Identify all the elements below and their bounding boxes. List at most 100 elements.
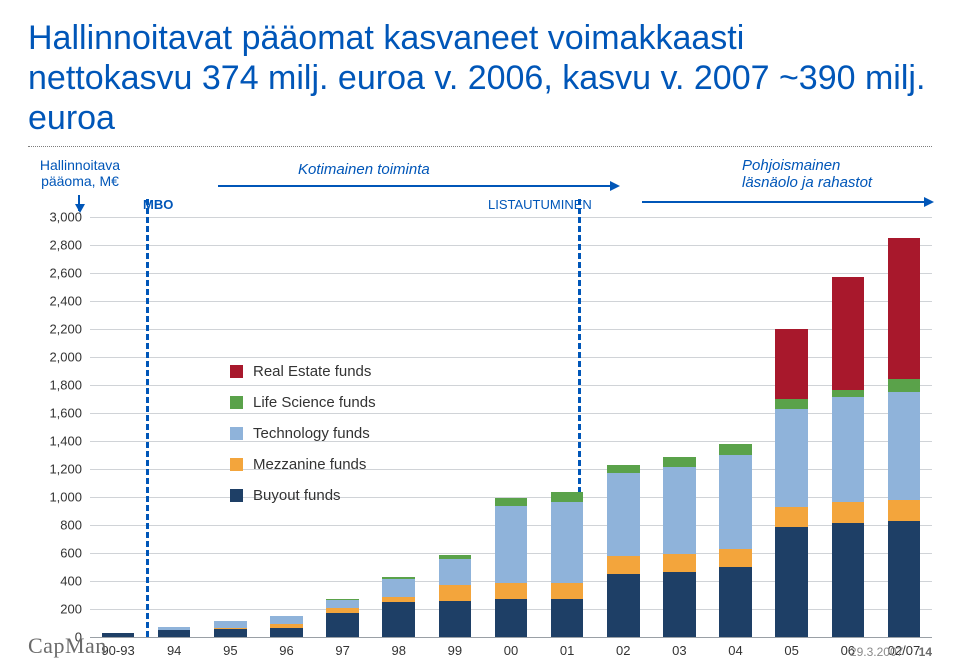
legend-label: Technology funds: [253, 425, 370, 442]
legend-swatch: [230, 396, 243, 409]
pohjoismainen-l2: läsnäolo ja rahastot: [742, 174, 872, 191]
bar-segment-life: [663, 457, 696, 468]
bar-segment-mezzanine: [663, 554, 696, 572]
legend-label: Buyout funds: [253, 487, 341, 504]
bar-segment-life: [551, 492, 584, 502]
chart: 3,0002,8002,6002,4002,2002,0001,8001,600…: [28, 217, 932, 671]
bar: [719, 444, 752, 637]
grid-line: [90, 245, 932, 246]
ytick: 1,800: [49, 378, 82, 393]
bar-segment-buyout: [663, 572, 696, 637]
kotimainen-label: Kotimainen toiminta: [298, 161, 430, 178]
legend-label: Mezzanine funds: [253, 456, 366, 473]
ytick: 2,600: [49, 266, 82, 281]
bar-segment-mezzanine: [495, 583, 528, 599]
bar-segment-life: [495, 498, 528, 506]
bar: [326, 599, 359, 637]
legend-swatch: [230, 427, 243, 440]
legend: Real Estate funds Life Science funds Techn…: [230, 363, 376, 518]
bar-segment-technology: [495, 506, 528, 583]
bar-segment-mezzanine: [832, 502, 865, 522]
bar-segment-technology: [326, 600, 359, 608]
bar-segment-technology: [719, 455, 752, 550]
kotimainen-arrow: [218, 185, 618, 187]
listauto-label: LISTAUTUMINEN: [488, 197, 592, 212]
page-number: 14: [919, 645, 932, 659]
yaxis-title: Hallinnoitava pääoma, M€: [28, 157, 132, 189]
yaxis-title-l1: Hallinnoitava: [40, 157, 120, 173]
bar-segment-mezzanine: [551, 583, 584, 599]
pohjoismainen-label: Pohjoismainen läsnäolo ja rahastot: [742, 157, 932, 191]
legend-item: Life Science funds: [230, 394, 376, 411]
chart-header: Hallinnoitava pääoma, M€ MBO Kotimainen …: [28, 157, 932, 211]
ytick: 3,000: [49, 210, 82, 225]
ytick: 2,800: [49, 238, 82, 253]
bar-segment-mezzanine: [888, 500, 921, 521]
legend-item: Real Estate funds: [230, 363, 376, 380]
ytick: 1,200: [49, 462, 82, 477]
legend-item: Buyout funds: [230, 487, 376, 504]
title-line2: nettokasvu 374 milj. euroa v. 2006, kasv…: [28, 59, 925, 137]
bar: [775, 329, 808, 637]
plot-area: [90, 217, 932, 638]
slide: Hallinnoitavat pääomat kasvaneet voimakk…: [0, 0, 960, 671]
ytick: 1,000: [49, 490, 82, 505]
bar-segment-life: [775, 399, 808, 409]
ytick: 2,200: [49, 322, 82, 337]
bar-segment-technology: [607, 473, 640, 556]
legend-swatch: [230, 458, 243, 471]
legend-label: Real Estate funds: [253, 363, 371, 380]
legend-label: Life Science funds: [253, 394, 376, 411]
ytick: 2,400: [49, 294, 82, 309]
bar: [495, 498, 528, 637]
logo: CapMan: [28, 633, 107, 659]
legend-swatch: [230, 365, 243, 378]
bar-segment-life: [719, 444, 752, 455]
bar-segment-technology: [775, 409, 808, 507]
bar-segment-technology: [832, 397, 865, 502]
bar-segment-technology: [439, 559, 472, 585]
legend-item: Mezzanine funds: [230, 456, 376, 473]
title-line1: Hallinnoitavat pääomat kasvaneet voimakk…: [28, 19, 744, 57]
ytick: 400: [60, 574, 82, 589]
legend-swatch: [230, 489, 243, 502]
yaxis-title-l2: pääoma, M€: [41, 173, 119, 189]
footer-right: 29.3.2007 14: [850, 645, 932, 659]
bar-segment-realestate: [775, 329, 808, 399]
bar: [663, 457, 696, 638]
bar-segment-buyout: [888, 521, 921, 637]
grid-line: [90, 301, 932, 302]
legend-item: Technology funds: [230, 425, 376, 442]
bar: [607, 465, 640, 637]
bar-segment-technology: [888, 392, 921, 501]
bar-segment-technology: [663, 467, 696, 554]
bar-segment-buyout: [495, 599, 528, 638]
bar-segment-buyout: [607, 574, 640, 637]
bar-segment-buyout: [832, 523, 865, 638]
vertical-divider: [146, 199, 149, 637]
bar-segment-mezzanine: [775, 507, 808, 527]
bar-segment-mezzanine: [607, 556, 640, 574]
bar-segment-realestate: [832, 277, 865, 390]
bar-segment-buyout: [719, 567, 752, 637]
ytick: 600: [60, 546, 82, 561]
pohjoismainen-l1: Pohjoismainen: [742, 157, 840, 174]
ytick: 1,600: [49, 406, 82, 421]
bar: [888, 238, 921, 637]
bar-segment-buyout: [439, 601, 472, 637]
grid-line: [90, 217, 932, 218]
grid-line: [90, 273, 932, 274]
bar-segment-life: [607, 465, 640, 473]
ytick: 2,000: [49, 350, 82, 365]
footer: CapMan 29.3.2007 14: [28, 633, 932, 659]
ytick: 800: [60, 518, 82, 533]
footer-date: 29.3.2007: [850, 645, 903, 659]
bar: [439, 555, 472, 637]
bar-segment-mezzanine: [719, 549, 752, 567]
bar-segment-technology: [551, 502, 584, 583]
page-title: Hallinnoitavat pääomat kasvaneet voimakk…: [28, 18, 932, 138]
ytick: 200: [60, 602, 82, 617]
title-divider: [28, 146, 932, 147]
bar: [551, 492, 584, 638]
yaxis: 3,0002,8002,6002,4002,2002,0001,8001,600…: [28, 217, 86, 637]
